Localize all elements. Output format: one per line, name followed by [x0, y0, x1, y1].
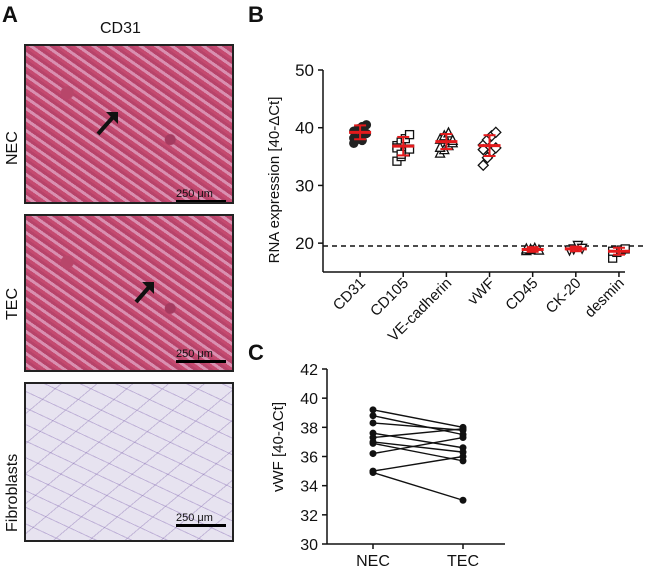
scale-label-nec: 250 μm [176, 188, 213, 200]
x-tick-label: desmin [582, 275, 628, 321]
data-point [404, 129, 415, 140]
data-point [477, 159, 490, 172]
y-tick-label: 50 [295, 61, 314, 80]
arrow-icon [96, 112, 118, 136]
x-tick-label: CK-20 [543, 275, 585, 317]
pair-line [372, 441, 464, 453]
y-tick-label: 32 [300, 508, 318, 525]
panel-b-letter: B [248, 2, 264, 27]
tec-point [459, 425, 467, 433]
y-tick-label: 42 [300, 362, 318, 379]
panel-a-letter: A [2, 2, 18, 27]
tec-point [459, 496, 467, 504]
pair-line [372, 442, 464, 462]
row-label-tec: TEC [4, 288, 21, 320]
chart-c-ylabel: vWF [40-ΔCt] [270, 402, 287, 492]
chart-b: RNA expression [40-ΔCt] 20304050CD31CD10… [266, 61, 645, 345]
data-point [349, 133, 359, 143]
scale-label-tec: 250 μm [176, 348, 213, 360]
y-tick-label: 40 [300, 391, 318, 408]
y-tick-label: 38 [300, 420, 318, 437]
chart-c: vWF [40-ΔCt] 30 32 34 36 38 40 42 NEC TEC [270, 362, 505, 570]
micrograph-tec: 250 μm [24, 214, 234, 372]
arrow-icon [134, 282, 154, 304]
y-tick-label: 36 [300, 450, 318, 467]
pair-line [372, 414, 464, 436]
micrograph-fibroblasts: 250 μm [24, 382, 234, 542]
x-tick-label: CD45 [502, 275, 541, 314]
y-tick-label: 30 [300, 537, 318, 554]
data-point [396, 149, 406, 159]
scale-bar [176, 360, 226, 363]
panel-c-letter: C [248, 340, 264, 365]
tec-point [459, 453, 467, 460]
tec-point [459, 434, 467, 442]
scale-bar [176, 200, 226, 202]
scale-bar [176, 524, 226, 527]
data-point [620, 244, 630, 254]
data-point [477, 143, 490, 156]
chart-b-ylabel: RNA expression [40-ΔCt] [266, 97, 283, 264]
pair-line [372, 409, 464, 429]
nec-point [369, 406, 377, 414]
scale-label-fibroblasts: 250 μm [176, 512, 213, 524]
nec-point [369, 469, 377, 477]
y-tick-label: 20 [295, 234, 314, 253]
pair-line [372, 436, 464, 455]
x-tick-label: vWF [465, 275, 499, 309]
y-tick-label: 34 [300, 479, 318, 496]
nec-point [369, 450, 377, 458]
x-tick-label: TEC [447, 553, 479, 570]
pair-line [372, 428, 464, 439]
row-label-fibroblasts: Fibroblasts [4, 453, 21, 532]
x-tick-label: NEC [356, 553, 390, 570]
x-tick-label: CD31 [330, 275, 369, 314]
row-label-nec: NEC [4, 131, 21, 165]
y-tick-label: 40 [295, 119, 314, 138]
micrograph-nec: 250 μm [24, 44, 234, 204]
nec-point [369, 439, 377, 447]
nec-point [369, 419, 377, 427]
pair-line [372, 422, 464, 431]
panel-a-title: CD31 [100, 20, 141, 37]
pair-line [372, 455, 464, 472]
y-tick-label: 30 [295, 176, 314, 195]
pair-line [372, 471, 464, 501]
nec-point [369, 412, 377, 420]
